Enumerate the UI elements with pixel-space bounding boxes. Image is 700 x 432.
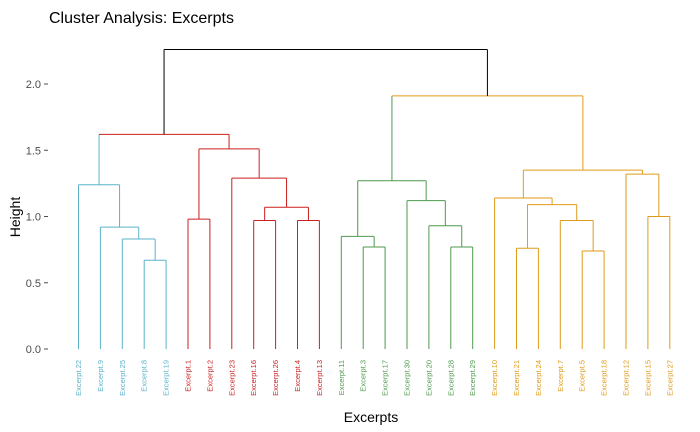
leaf-label: Excerpt.2 — [205, 360, 214, 392]
leaf-label: Excerpt.4 — [293, 360, 302, 392]
leaf-label: Excerpt.29 — [468, 360, 477, 396]
y-tick-label: 2.0 — [26, 79, 41, 91]
leaf-label: Excerpt.23 — [227, 360, 236, 396]
leaf-label: Excerpt.18 — [600, 360, 609, 396]
leaf-label: Excerpt.5 — [578, 360, 587, 392]
leaf-label: Excerpt.11 — [337, 360, 346, 395]
leaf-label: Excerpt.1 — [184, 360, 193, 392]
leaf-label: Excerpt.15 — [643, 360, 652, 396]
x-axis-label: Excerpts — [344, 409, 398, 425]
y-axis-label: Height — [7, 197, 23, 238]
leaf-label: Excerpt.10 — [490, 360, 499, 396]
leaf-label: Excerpt.27 — [665, 360, 674, 396]
leaf-label: Excerpt.12 — [622, 360, 631, 396]
leaf-label: Excerpt.25 — [118, 360, 127, 396]
leaf-label: Excerpt.21 — [512, 360, 521, 396]
leaf-label: Excerpt.22 — [74, 360, 83, 396]
leaf-label: Excerpt.26 — [271, 360, 280, 396]
leaf-label: Excerpt.9 — [96, 360, 105, 392]
leaf-label: Excerpt.13 — [315, 360, 324, 396]
y-tick-label: 0.0 — [26, 344, 41, 356]
leaf-label: Excerpt.3 — [359, 360, 368, 392]
y-axis: 0.0 0.5 1.0 1.5 2.0 — [26, 79, 48, 356]
leaf-label: Excerpt.7 — [556, 360, 565, 392]
y-tick-label: 1.5 — [26, 145, 41, 157]
leaf-label: Excerpt.16 — [249, 360, 258, 396]
leaf-label: Excerpt.24 — [534, 360, 543, 396]
leaf-label: Excerpt.20 — [424, 360, 433, 396]
chart-title: Cluster Analysis: Excerpts — [49, 10, 234, 27]
leaf-label: Excerpt.30 — [403, 360, 412, 396]
leaf-label: Excerpt.19 — [162, 360, 171, 396]
y-tick-label: 0.5 — [26, 278, 41, 290]
y-tick-label: 1.0 — [26, 212, 41, 224]
dendrogram-branches — [78, 49, 671, 349]
leaf-label: Excerpt.8 — [140, 360, 149, 392]
leaf-labels: Excerpt.22 Excerpt.9 Excerpt.25 Excerpt.8 Ex… — [74, 360, 674, 396]
leaf-label: Excerpt.17 — [381, 360, 390, 396]
leaf-label: Excerpt.28 — [446, 360, 455, 396]
